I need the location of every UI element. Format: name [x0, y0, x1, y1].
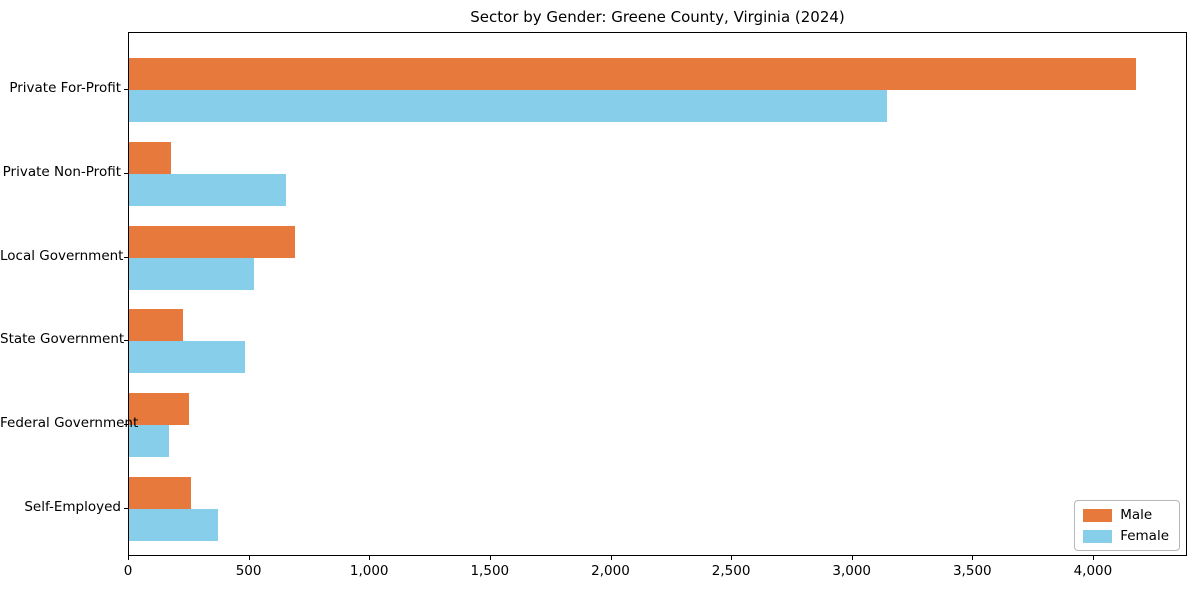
bar-female-self-employed	[129, 509, 219, 541]
ytick-label-self-employed: Self-Employed	[24, 499, 121, 515]
xtick-label-1500: 1,500	[470, 563, 510, 579]
legend-item-female: Female	[1083, 528, 1169, 544]
female-swatch	[1083, 529, 1113, 543]
bar-female-private-non-profit	[129, 173, 286, 206]
ytick-mark-local-government	[124, 256, 128, 258]
xtick-mark-0	[128, 556, 129, 560]
bar-male-state-government	[129, 309, 184, 342]
bar-male-private-for-profit	[129, 58, 1137, 90]
xtick-mark-1500	[489, 556, 491, 560]
bar-male-self-employed	[129, 477, 191, 509]
ytick-label-local-government: Local Government	[0, 247, 124, 264]
legend-label-male: Male	[1120, 507, 1153, 523]
xtick-label-3000: 3,000	[832, 563, 872, 579]
legend: Male Female	[1074, 500, 1180, 551]
bar-female-federal-government	[129, 425, 169, 458]
xtick-label-2500: 2,500	[711, 563, 751, 579]
xtick-label-4000: 4,000	[1073, 563, 1113, 579]
ytick-label-federal-government: Federal Government	[0, 415, 139, 432]
xtick-label-3500: 3,500	[952, 563, 992, 579]
xtick-label-2000: 2,000	[591, 563, 630, 579]
xtick-mark-4000	[1092, 556, 1094, 560]
xtick-mark-2500	[731, 556, 733, 560]
xtick-mark-500	[248, 556, 250, 560]
bar-female-state-government	[129, 341, 245, 374]
ytick-mark-private-non-profit	[124, 172, 128, 174]
bar-female-local-government	[129, 257, 255, 290]
xtick-label-500: 500	[235, 563, 262, 579]
chart-title: Sector by Gender: Greene County, Virgini…	[470, 8, 845, 26]
ytick-label-private-for-profit: Private For-Profit	[9, 80, 121, 96]
plot-area: Male Female	[128, 32, 1187, 556]
ytick-mark-self-employed	[124, 508, 128, 509]
legend-item-male: Male	[1083, 507, 1169, 523]
legend-label-female: Female	[1120, 528, 1169, 544]
xtick-mark-3000	[851, 556, 853, 560]
xtick-label-0: 0	[123, 563, 133, 579]
xtick-label-1000: 1,000	[349, 563, 389, 579]
ytick-mark-state-government	[124, 340, 128, 342]
xtick-mark-3500	[972, 556, 974, 560]
bar-female-private-for-profit	[129, 90, 887, 122]
ytick-label-state-government: State Government	[0, 331, 125, 348]
bar-male-federal-government	[129, 393, 190, 426]
male-swatch	[1083, 508, 1113, 522]
xtick-mark-1000	[369, 556, 371, 560]
ytick-mark-private-for-profit	[124, 89, 128, 90]
bar-male-private-non-profit	[129, 141, 172, 174]
bar-male-local-government	[129, 225, 296, 258]
ytick-mark-federal-government	[124, 424, 128, 426]
xtick-mark-2000	[610, 556, 612, 560]
ytick-label-private-non-profit: Private Non-Profit	[2, 163, 121, 180]
